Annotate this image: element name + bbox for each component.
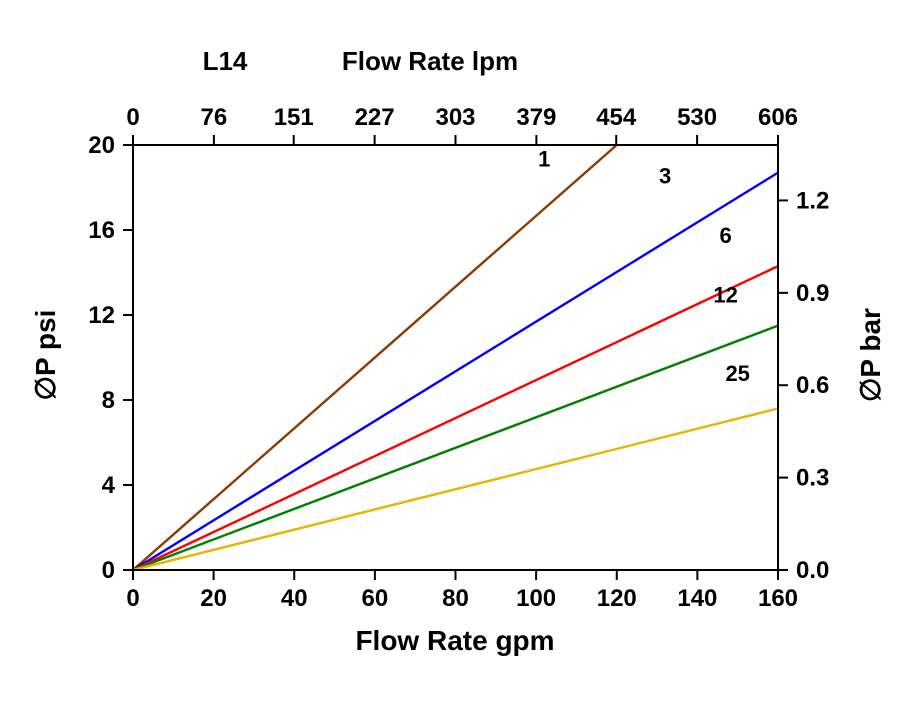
top-axis-title: Flow Rate lpm [342,46,518,76]
top-tick-label: 530 [677,104,717,131]
plot-frame [133,145,778,570]
top-tick-label: 379 [516,104,556,131]
model-label: L14 [203,46,248,76]
right-tick-label: 1.2 [796,187,829,214]
bottom-tick-label: 40 [281,585,308,612]
series-label-1: 1 [538,146,550,171]
left-tick-label: 16 [88,217,115,244]
bottom-tick-label: 140 [677,585,717,612]
left-tick-label: 8 [102,387,115,414]
series-line-25 [133,409,778,571]
right-tick-label: 0.0 [796,557,829,584]
right-tick-label: 0.9 [796,280,829,307]
top-tick-label: 606 [758,104,798,131]
left-tick-label: 4 [102,472,116,499]
top-tick-label: 454 [596,104,637,131]
left-tick-label: 20 [88,132,115,159]
series-line-12 [133,326,778,570]
bottom-tick-label: 100 [516,585,556,612]
series-label-25: 25 [725,361,749,386]
top-tick-label: 303 [435,104,475,131]
bottom-tick-label: 60 [362,585,389,612]
series-label-3: 3 [659,163,671,188]
series-line-3 [133,173,778,570]
bottom-tick-label: 80 [442,585,469,612]
bottom-tick-label: 120 [597,585,637,612]
right-tick-label: 0.3 [796,465,829,492]
bottom-axis-title: Flow Rate gpm [355,625,554,656]
left-axis-title: ∅P psi [30,310,61,401]
right-axis-title: ∅P bar [855,308,886,402]
left-tick-label: 0 [102,557,115,584]
series-line-6 [133,266,778,570]
bottom-tick-label: 0 [126,585,139,612]
series-label-6: 6 [719,223,731,248]
top-tick-label: 227 [355,104,395,131]
series-label-12: 12 [713,282,737,307]
left-tick-label: 12 [88,302,115,329]
series-line-1 [133,145,617,570]
top-tick-label: 76 [201,104,228,131]
bottom-tick-label: 160 [758,585,798,612]
bottom-tick-label: 20 [200,585,227,612]
chart-container: { "canvas": { "width": 908, "height": 70… [0,0,908,702]
right-tick-label: 0.6 [796,372,829,399]
top-tick-label: 0 [126,104,139,131]
top-tick-label: 151 [274,104,314,131]
chart-svg: 0204060801001201401600761512273033794545… [0,0,908,702]
